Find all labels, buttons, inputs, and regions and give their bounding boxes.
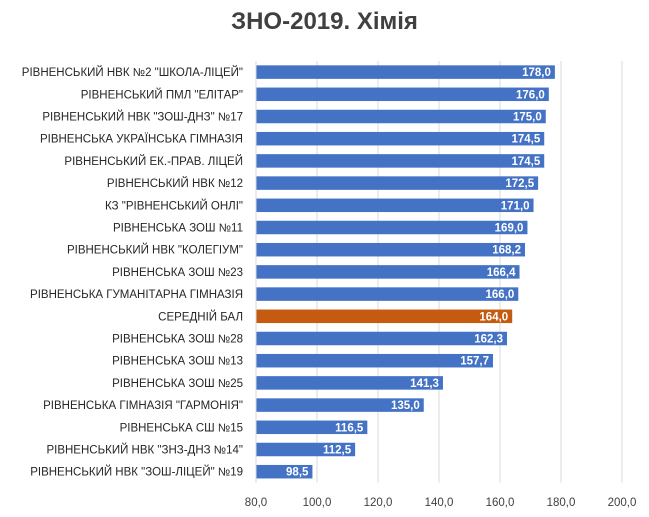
bar: [256, 176, 539, 190]
bar: [256, 154, 545, 168]
bar: [256, 464, 313, 479]
data-label: 174,5: [511, 156, 540, 168]
bar: [256, 331, 508, 346]
category-label: РІВНЕНСЬКА ЗОШ №25: [112, 378, 243, 390]
category-label: РІВНЕНСЬКИЙ НВК "ЗОШ-ДНЗ" №17: [42, 111, 243, 124]
category-label: РІВНЕНСЬКИЙ НВК №2 "ШКОЛА-ЛІЦЕЙ": [22, 66, 243, 79]
data-label: 166,4: [487, 267, 516, 279]
bar: [256, 420, 368, 435]
data-label: 169,0: [495, 223, 524, 235]
bar: [256, 376, 443, 390]
bar: [256, 353, 493, 368]
bar: [256, 242, 526, 257]
data-label: 178,0: [522, 67, 551, 79]
data-label: 171,0: [501, 200, 530, 212]
data-label: 98,5: [286, 467, 309, 479]
x-tick-label: 120,0: [364, 497, 393, 509]
bar: [256, 131, 545, 146]
category-label: КЗ "РІВНЕНСЬКИЙ ОНЛІ": [105, 199, 243, 212]
bar: [256, 198, 534, 213]
data-label: 116,5: [335, 422, 364, 434]
x-tick-label: 80,0: [245, 497, 267, 509]
data-label: 166,0: [486, 289, 515, 301]
chart-title: ЗНО-2019. Хімія: [231, 8, 418, 35]
category-label: РІВНЕНСЬКА ЗОШ №13: [112, 356, 243, 368]
x-tick-label: 200,0: [608, 497, 637, 509]
category-label: РІВНЕНСЬКИЙ НВК "ЗОШ-ЛІЦЕЙ" №19: [30, 466, 243, 479]
category-label: РІВНЕНСЬКА ГІМНАЗІЯ "ГАРМОНІЯ": [43, 400, 243, 412]
bar: [256, 398, 424, 412]
category-label: РІВНЕНСЬКА ЗОШ №11: [113, 223, 243, 235]
data-label: 172,5: [505, 178, 534, 190]
category-label: РІВНЕНСЬКА УКРАЇНСЬКА ГІМНАЗІЯ: [40, 134, 243, 146]
data-label: 176,0: [516, 89, 545, 101]
category-label: РІВНЕНСЬКИЙ НВК "КОЛЕГІУМ": [67, 244, 243, 257]
bar: [256, 265, 520, 279]
category-label: РІВНЕНСЬКА СШ №15: [120, 422, 243, 434]
category-label: РІВНЕНСЬКИЙ ЕК.-ПРАВ. ЛІЦЕЙ: [64, 155, 243, 168]
bar: [256, 309, 513, 324]
category-label: РІВНЕНСЬКА ЗОШ №23: [112, 267, 243, 279]
bar: [256, 287, 519, 301]
data-label: 175,0: [513, 112, 542, 124]
data-label: 141,3: [410, 378, 439, 390]
x-tick-label: 180,0: [547, 497, 576, 509]
bar: [256, 87, 549, 102]
bar: [256, 109, 546, 124]
bar: [256, 442, 356, 457]
category-label: РІВНЕНСЬКИЙ НВК "ЗНЗ-ДНЗ №14": [46, 444, 243, 457]
category-label: РІВНЕНСЬКИЙ НВК №12: [107, 177, 243, 190]
data-label: 135,0: [391, 400, 420, 412]
data-label: 157,7: [460, 356, 489, 368]
data-label: 112,5: [323, 445, 352, 457]
data-label: 168,2: [492, 245, 521, 257]
x-tick-label: 140,0: [425, 497, 454, 509]
bar: [256, 220, 528, 235]
data-label: 162,3: [474, 334, 503, 346]
category-label: РІВНЕНСЬКА ЗОШ №28: [112, 334, 243, 346]
category-label: РІВНЕНСЬКИЙ ПМЛ "ЕЛІТАР": [81, 88, 243, 101]
x-tick-label: 160,0: [486, 497, 515, 509]
data-label: 174,5: [511, 134, 540, 146]
x-tick-label: 100,0: [303, 497, 332, 509]
category-label: СЕРЕДНІЙ БАЛ: [158, 310, 243, 323]
data-label: 164,0: [479, 311, 508, 323]
category-label: РІВНЕНСЬКА ГУМАНІТАРНА ГІМНАЗІЯ: [30, 289, 243, 301]
bar: [256, 65, 555, 79]
